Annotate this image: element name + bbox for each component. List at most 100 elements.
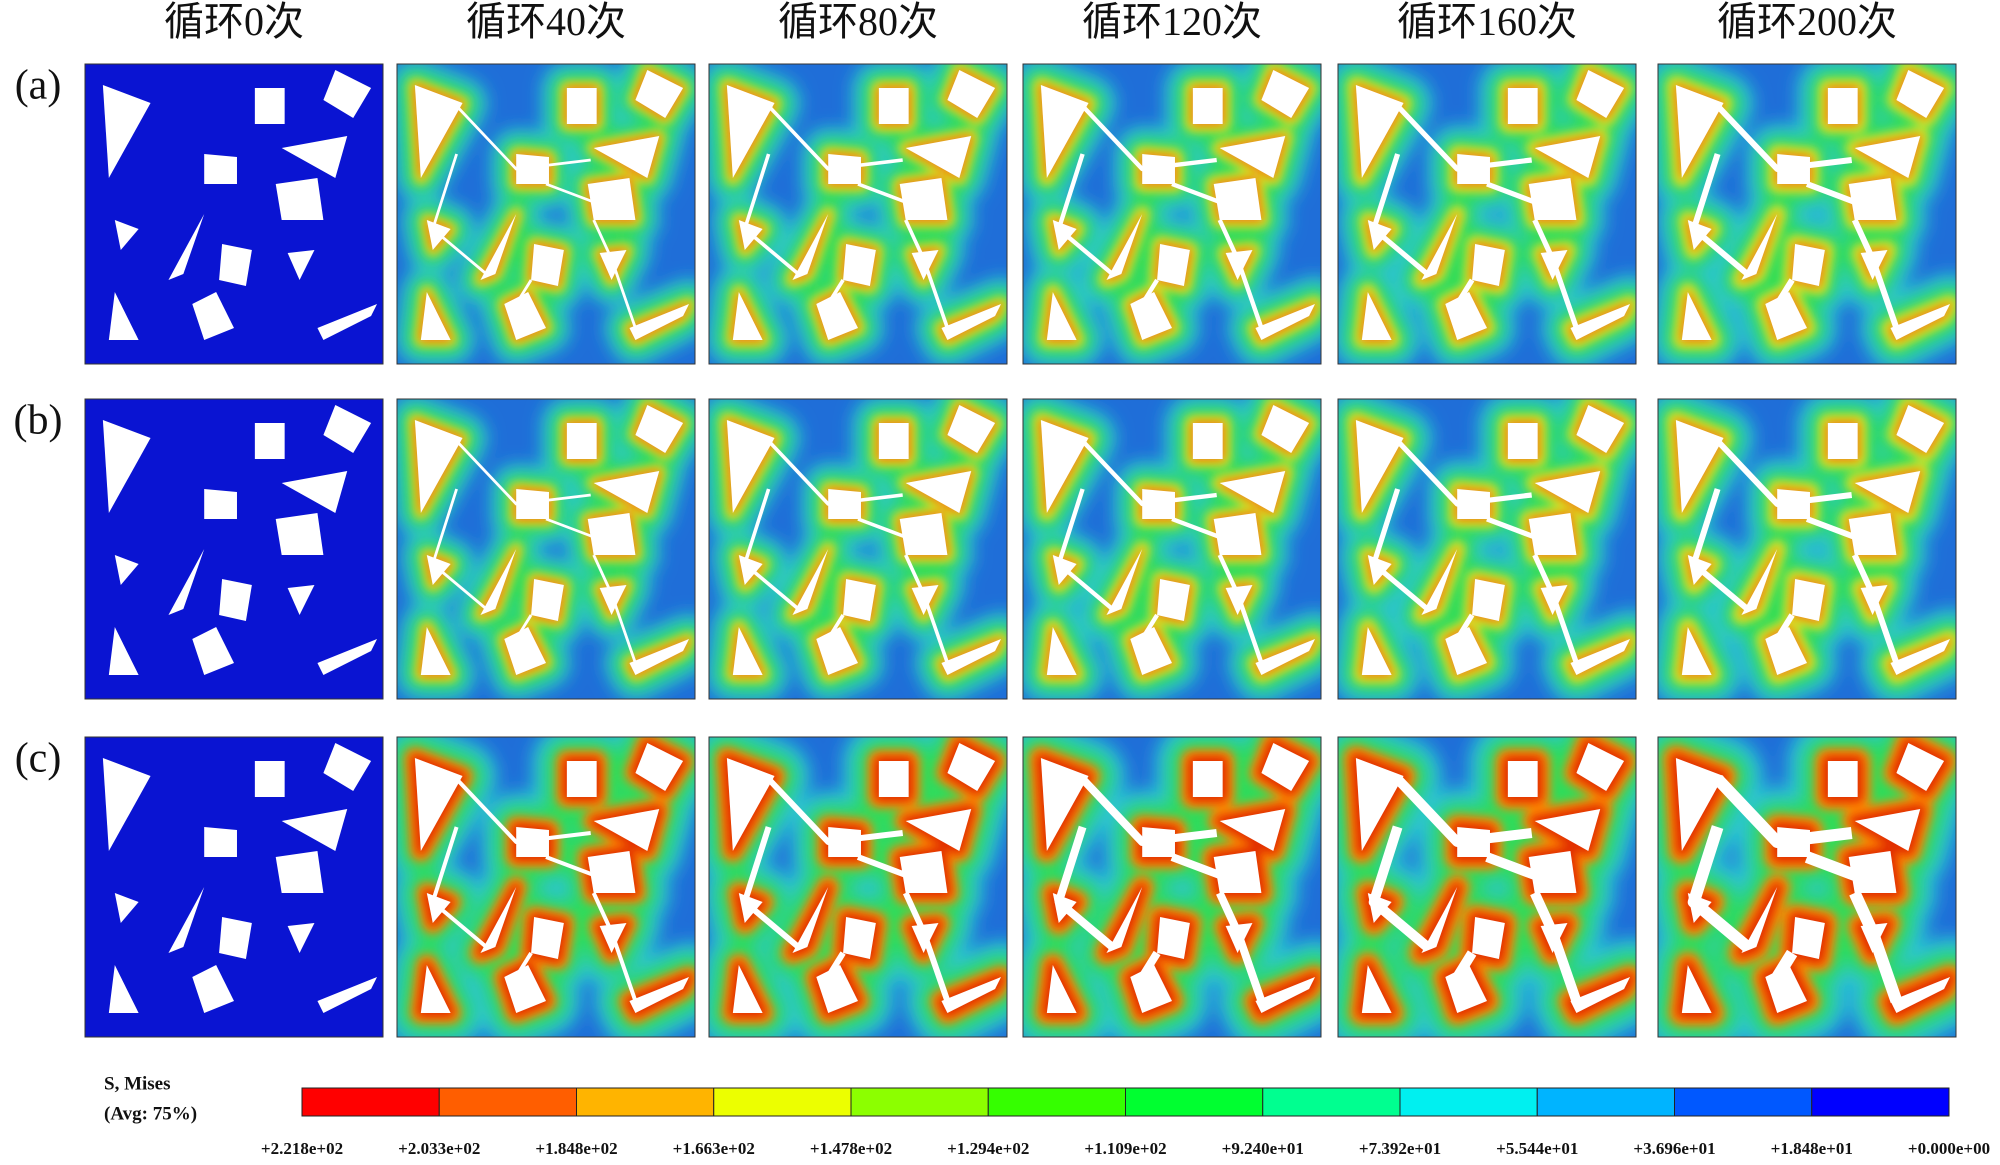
inclusion (905, 471, 972, 513)
inclusion (593, 136, 660, 178)
inclusion (816, 965, 858, 1013)
colorbar-segment (713, 1087, 852, 1117)
inclusion (1576, 405, 1625, 453)
colorbar-segment (1674, 1087, 1813, 1117)
inclusion (1848, 178, 1897, 220)
inclusion (899, 851, 948, 893)
inclusion (1687, 555, 1712, 585)
inclusion (1854, 809, 1921, 851)
inclusion (566, 423, 597, 459)
inclusion (1367, 893, 1392, 923)
inclusion (732, 627, 763, 675)
inclusion (1792, 244, 1825, 286)
contour-panel (1658, 399, 1956, 699)
crack (545, 855, 595, 877)
colorbar-label: +3.696e+01 (1633, 1139, 1715, 1158)
contour-panel (1658, 64, 1956, 364)
inclusion (1854, 471, 1921, 513)
inclusion (281, 809, 348, 851)
inclusion (192, 627, 234, 675)
inclusion (1472, 579, 1505, 621)
inclusion (1534, 136, 1601, 178)
inclusion (420, 292, 451, 340)
inclusion (1355, 758, 1404, 851)
inclusion (1576, 743, 1625, 791)
inclusion (531, 579, 564, 621)
crack (856, 854, 907, 878)
contour-panel (85, 64, 383, 364)
inclusion (1130, 627, 1172, 675)
panel-border (1657, 63, 1957, 365)
crack (1805, 516, 1856, 540)
inclusion (738, 555, 763, 585)
crack (545, 182, 595, 204)
inclusion (287, 250, 315, 280)
inclusion (1896, 70, 1945, 118)
inclusion (792, 887, 829, 953)
inclusion (108, 292, 139, 340)
colorbar-label: +1.294e+02 (947, 1139, 1029, 1158)
inclusion (317, 639, 378, 675)
inclusion (635, 743, 684, 791)
column-header: 循环200次 (1717, 0, 1897, 44)
inclusion (1570, 304, 1631, 340)
inclusion (1860, 923, 1888, 953)
inclusion (1687, 893, 1712, 923)
inclusion (1192, 88, 1223, 124)
panel-border (84, 736, 384, 1038)
inclusion (480, 887, 517, 953)
inclusion (1890, 977, 1951, 1013)
inclusion (843, 917, 876, 959)
inclusion (843, 244, 876, 286)
inclusion (1046, 627, 1077, 675)
inclusion (941, 639, 1002, 675)
contour-panel (397, 64, 695, 364)
inclusion (629, 304, 690, 340)
inclusion (420, 627, 451, 675)
inclusion (323, 743, 372, 791)
inclusion (1570, 639, 1631, 675)
inclusion (1142, 827, 1175, 857)
inclusion (1052, 220, 1077, 250)
contour-panel (709, 737, 1007, 1037)
contour-panel (709, 64, 1007, 364)
crack (1804, 851, 1857, 881)
inclusion (726, 420, 775, 513)
inclusion (114, 220, 139, 250)
inclusion (1052, 555, 1077, 585)
inclusion (899, 178, 948, 220)
inclusion (905, 136, 972, 178)
contour-panel (1023, 737, 1321, 1037)
panel-border (708, 736, 1008, 1038)
panel-border (84, 398, 384, 700)
colorbar-label: +7.392e+01 (1359, 1139, 1441, 1158)
inclusion (1040, 420, 1089, 513)
inclusion (816, 292, 858, 340)
panel-border (1657, 736, 1957, 1038)
inclusion (1827, 88, 1858, 124)
panel-border (1337, 736, 1637, 1038)
inclusion (516, 489, 549, 519)
inclusion (1445, 627, 1487, 675)
inclusion (1534, 471, 1601, 513)
inclusion (1777, 154, 1810, 184)
inclusion (1890, 639, 1951, 675)
inclusion (1367, 220, 1392, 250)
inclusion (629, 639, 690, 675)
inclusion (1741, 549, 1778, 615)
contour-panel (1023, 64, 1321, 364)
colorbar-label: +1.109e+02 (1084, 1139, 1166, 1158)
panel-border (1337, 398, 1637, 700)
inclusion (1213, 513, 1262, 555)
inclusion (1765, 627, 1807, 675)
inclusion (1361, 292, 1392, 340)
inclusion (102, 758, 151, 851)
colorbar-segment (576, 1087, 715, 1117)
inclusion (1675, 420, 1724, 513)
inclusion (1046, 292, 1077, 340)
panel-border (1022, 63, 1322, 365)
inclusion (219, 579, 252, 621)
inclusion (1225, 585, 1253, 615)
inclusion (531, 244, 564, 286)
inclusion (204, 489, 237, 519)
